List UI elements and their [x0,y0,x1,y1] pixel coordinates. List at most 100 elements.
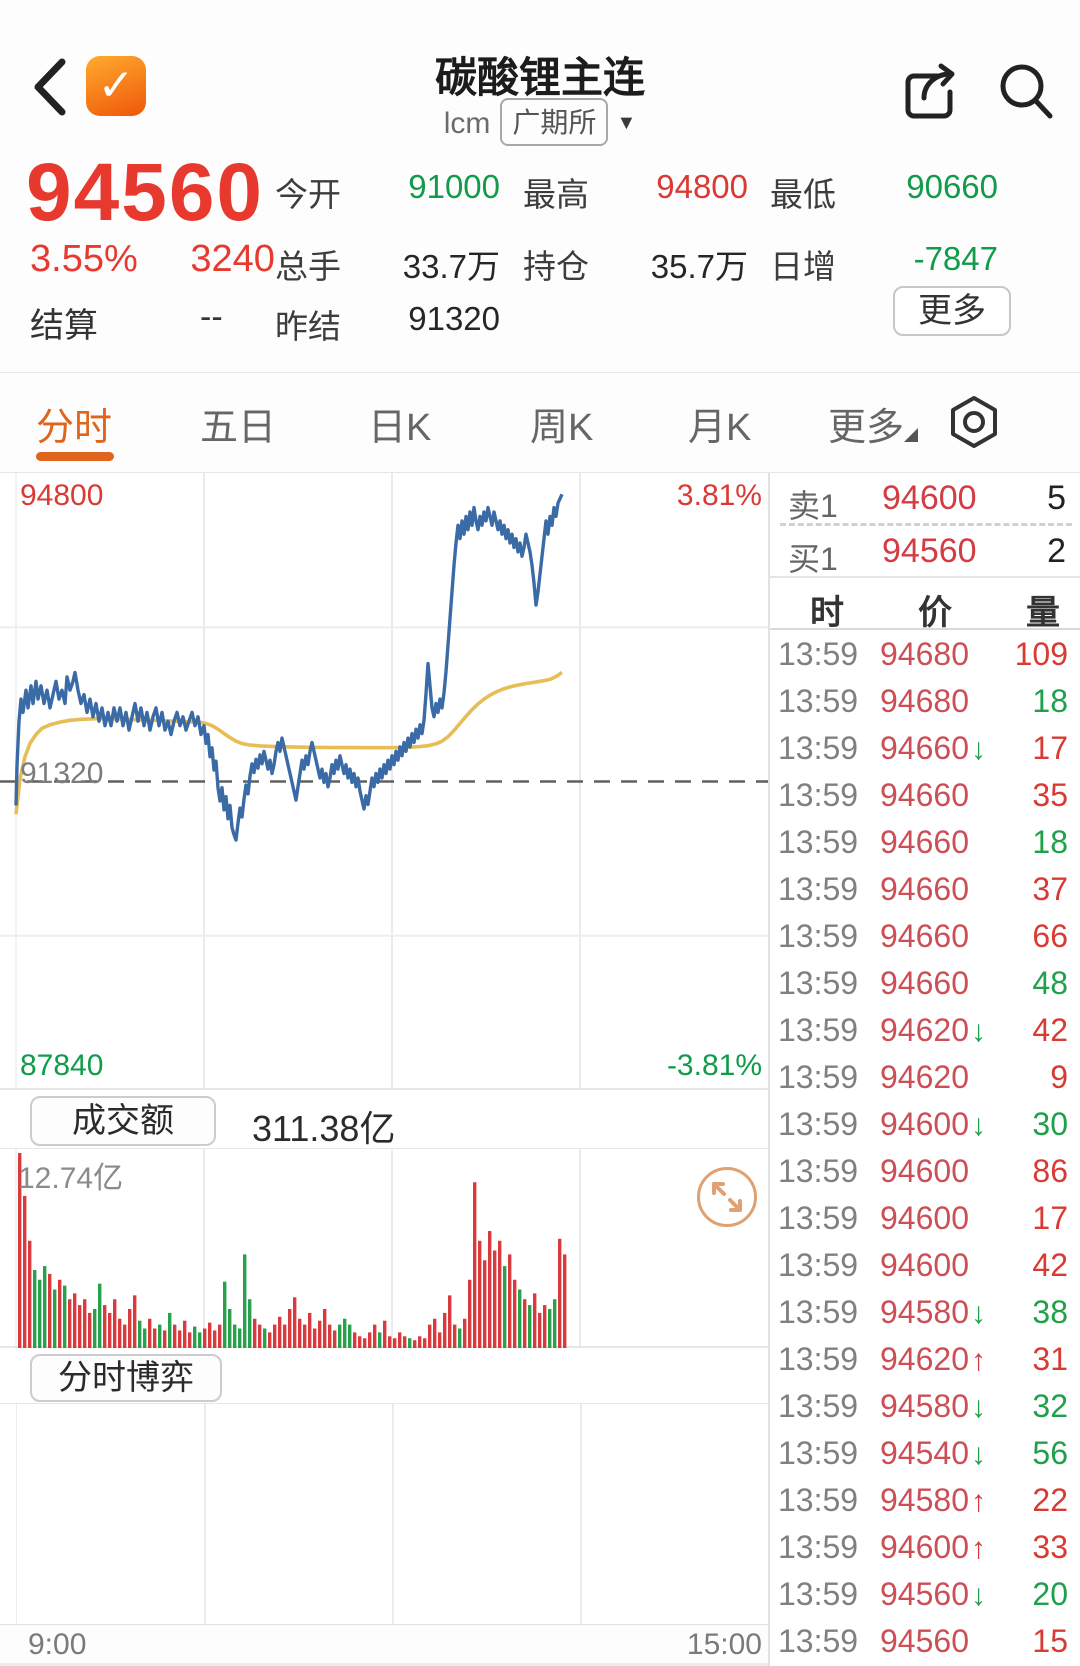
tab-5day[interactable]: 五日 [200,407,277,449]
tab-minute[interactable]: 分时 [36,407,113,449]
app-check-icon[interactable]: ✓ [86,56,146,116]
tab-daily-k[interactable]: 日K [368,407,432,449]
trade-price: 94560 [880,1623,969,1659]
trade-time: 13:59 [778,1529,859,1565]
trade-row: 13:59 94540↓ 56 [770,1429,1080,1476]
time-axis: 9:00 15:00 [0,1628,768,1666]
trade-time: 13:59 [778,1623,859,1659]
trade-row: 13:59 94660 48 [770,959,1080,1006]
trade-row: 13:59 94680 109 [770,630,1080,677]
stat-label: 最低 [770,176,836,213]
prev-close-label: 昨结 [275,308,341,345]
order-panel: 卖1 94600 5 买1 94560 2 时 价 量 13:59 94680 10… [768,473,1080,1666]
trade-price: 94580↓ [880,1388,986,1424]
trade-row: 13:59 94580↓ 32 [770,1382,1080,1429]
trade-price: 94620 [880,1059,969,1095]
chevron-left-icon [34,58,66,116]
more-stats-button[interactable]: 更多 [893,286,1011,336]
chart-settings-button[interactable] [946,394,1002,450]
active-tab-underline [36,452,114,461]
axis-open-time: 9:00 [28,1628,87,1661]
trade-row: 13:59 94600 86 [770,1147,1080,1194]
trade-row: 13:59 94660 66 [770,912,1080,959]
trade-volume: 42 [1032,1012,1068,1048]
stat-label: 持仓 [523,248,589,285]
trade-volume: 18 [1032,824,1068,860]
trade-price: 94680 [880,636,969,672]
turnover-value: 311.38亿 [252,1108,396,1149]
trade-row: 13:59 94620 9 [770,1053,1080,1100]
expand-chart-button[interactable] [697,1167,757,1227]
trade-time: 13:59 [778,1482,859,1518]
settle-label: 结算 [30,307,98,345]
trade-price: 94600 [880,1200,969,1236]
trade-volume: 109 [1014,636,1068,672]
trade-row: 13:59 94600↑ 33 [770,1523,1080,1570]
col-header-volume: 量 [1026,594,1060,632]
turnover-row: 成交额 311.38亿 [0,1090,768,1149]
trade-volume: 15 [1032,1623,1068,1659]
trade-price: 94620↓ [880,1012,986,1048]
arrow-down-icon: ↓ [970,1391,986,1424]
axis-high-price: 94800 [20,479,104,512]
change-percent: 3.55% [30,238,138,280]
divider [0,372,1080,373]
trade-row: 13:59 94660↓ 17 [770,724,1080,771]
stat-value: 90660 [906,168,998,205]
volume-panel[interactable]: 12.74亿 [0,1148,768,1348]
price-chart-svg [0,473,768,1090]
arrow-down-icon: ↓ [970,1297,986,1330]
tab-more[interactable]: 更多 [828,407,905,449]
bid-label: 买1 [788,541,838,577]
dashed-divider [780,523,1072,526]
trade-list[interactable]: 13:59 94680 109 13:59 94680 18 13:59 94660↓ 17 13… [770,630,1080,1666]
chevron-down-icon: ▼ [616,112,637,134]
arrow-down-icon: ↓ [970,733,986,766]
trade-price: 94660↓ [880,730,986,766]
arrow-down-icon: ↓ [970,1579,986,1612]
axis-prev-close: 91320 [20,757,104,790]
trade-time: 13:59 [778,965,859,1001]
minute-chart[interactable]: 94800 3.81% 91320 87840 -3.81% [0,473,768,1090]
trade-price: 94660 [880,871,969,907]
stat-value: 94800 [656,168,748,205]
tab-week-k[interactable]: 周K [530,407,594,449]
trade-volume: 66 [1032,918,1068,954]
trade-row: 13:59 94620↓ 42 [770,1006,1080,1053]
axis-low-percent: -3.81% [666,1049,762,1082]
ask-row: 卖1 94600 5 [770,473,1080,524]
trade-volume: 35 [1032,777,1068,813]
trade-time: 13:59 [778,1012,859,1048]
trade-time: 13:59 [778,1388,859,1424]
col-header-price: 价 [918,594,952,632]
gear-icon [951,396,997,448]
trade-price: 94540↓ [880,1435,986,1471]
bid-row: 买1 94560 2 [770,526,1080,577]
trade-row: 13:59 94600↓ 30 [770,1100,1080,1147]
trade-price: 94680 [880,683,969,719]
stat-value: 33.7万 [402,248,500,285]
minute-game-button[interactable]: 分时博弈 [30,1354,222,1402]
trade-time: 13:59 [778,918,859,954]
trade-price: 94600 [880,1153,969,1189]
trade-price: 94600↓ [880,1106,986,1142]
trade-volume: 30 [1032,1106,1068,1142]
last-price: 94560 [26,147,265,238]
trade-price: 94660 [880,824,969,860]
share-icon [905,63,955,119]
ask-volume: 5 [1047,479,1066,517]
stat-label: 最高 [523,176,589,213]
turnover-button[interactable]: 成交额 [30,1096,216,1146]
trade-volume: 18 [1032,683,1068,719]
back-button[interactable] [26,54,76,120]
page-title: 碳酸锂主连 [434,54,645,101]
axis-close-time: 15:00 [686,1628,762,1661]
tab-month-k[interactable]: 月K [688,407,752,449]
trade-price: 94580↑ [880,1482,986,1518]
contract-subtitle[interactable]: lcm 广期所 ▼ [0,98,1080,146]
search-button[interactable] [995,60,1057,124]
trade-time: 13:59 [778,1341,859,1377]
arrow-up-icon: ↑ [970,1344,986,1377]
share-button[interactable] [900,62,958,122]
col-header-time: 时 [810,594,844,632]
